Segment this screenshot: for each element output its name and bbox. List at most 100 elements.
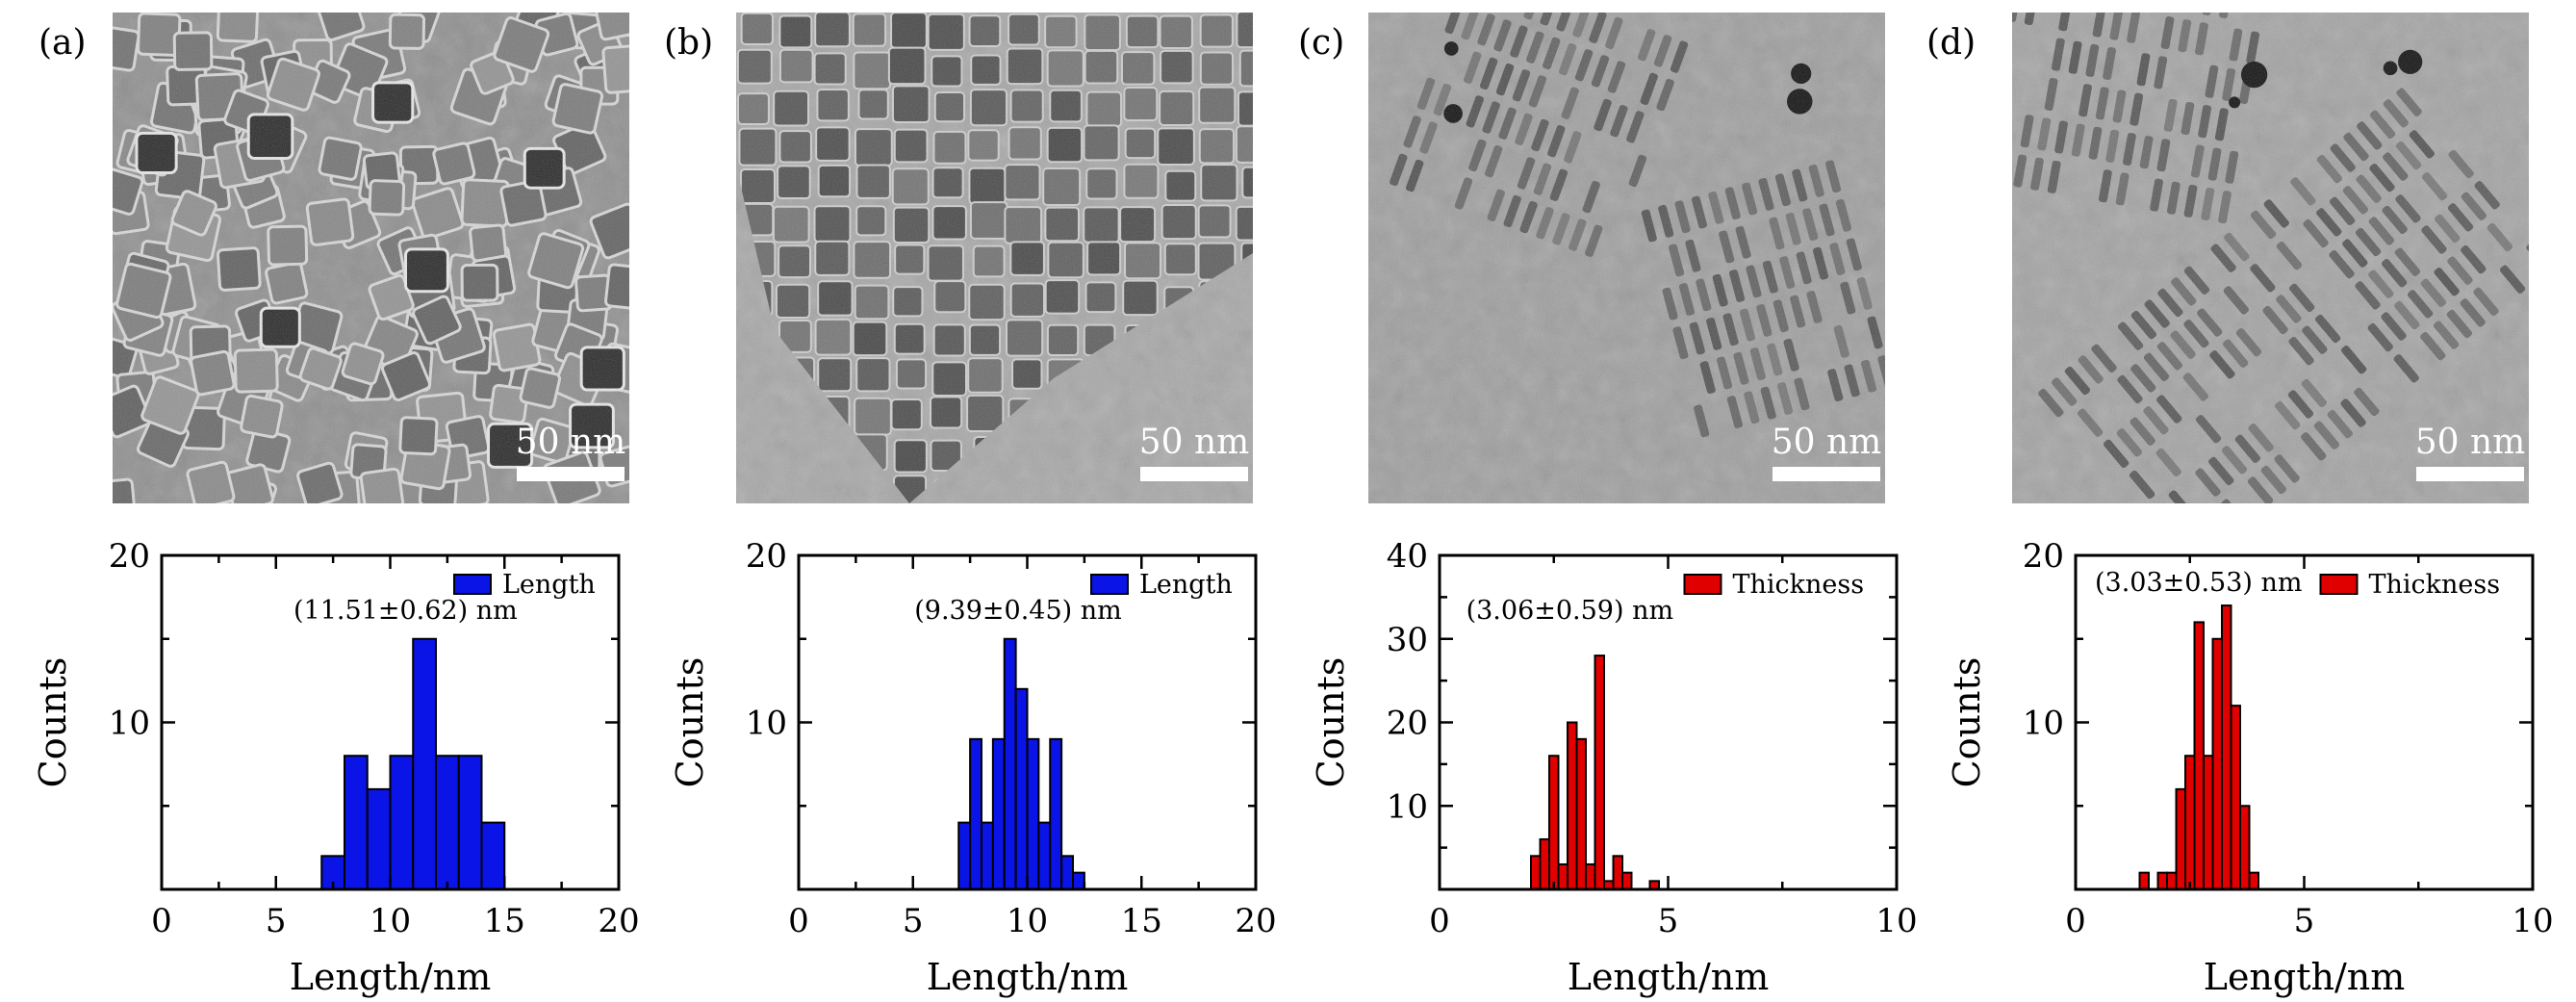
x-tick-label: 20: [598, 902, 639, 940]
histogram-bar: [2138, 871, 2150, 891]
histogram-bar: [2221, 604, 2232, 890]
legend-label: Thickness: [1733, 570, 1865, 600]
y-tick-label: 10: [2023, 705, 2064, 743]
y-tick-label: 10: [746, 705, 787, 743]
legend-swatch: [1090, 574, 1129, 595]
histogram-bar: [2239, 805, 2251, 890]
x-tick-label: 5: [2294, 902, 2315, 940]
y-tick-label: 10: [1387, 787, 1428, 826]
histogram-bar: [1072, 871, 1085, 891]
histogram-bar: [1049, 737, 1063, 890]
panel-label-b: (b): [664, 23, 713, 63]
x-tick-label: 0: [1429, 902, 1450, 940]
histogram-bar: [991, 737, 1006, 890]
y-tick-label: 20: [2023, 537, 2064, 576]
mean-annotation: (9.39±0.45) nm: [914, 596, 1122, 626]
scale-bar: [1773, 467, 1880, 481]
tem-image-a: 50 nm: [113, 13, 629, 503]
y-tick-label: 20: [746, 537, 787, 576]
x-axis-title: Length/nm: [927, 956, 1129, 998]
x-tick-label: 10: [1875, 902, 1917, 940]
panel-label-d: (d): [1926, 23, 1976, 63]
x-tick-label: 0: [2065, 902, 2086, 940]
x-axis-title: Length/nm: [2204, 956, 2406, 998]
x-tick-label: 0: [151, 902, 172, 940]
histogram-bar: [2211, 637, 2223, 890]
histogram-d: 0 5 10 10 20 Length/nm Counts Thickness (3.03±0.…: [1946, 537, 2554, 998]
y-tick-label: 10: [109, 705, 150, 743]
histogram-bar: [412, 637, 437, 890]
histogram-bar: [480, 821, 506, 890]
mean-annotation: (3.03±0.53) nm: [2095, 568, 2303, 598]
x-axis-title: Length/nm: [1568, 956, 1770, 998]
histogram-bar: [2175, 787, 2186, 891]
y-tick-label: 40: [1387, 537, 1428, 576]
legend-label: Length: [1139, 570, 1233, 600]
x-axis-title: Length/nm: [290, 956, 492, 998]
x-tick-label: 5: [1658, 902, 1679, 940]
histogram-bar: [1530, 855, 1542, 890]
panel-label-c: (c): [1298, 23, 1344, 63]
scale-bar-label: 50 nm: [2415, 423, 2526, 462]
y-axis-title: Counts: [669, 657, 711, 788]
histogram-bar: [1003, 637, 1017, 890]
histogram-bar: [457, 755, 483, 891]
histogram-bar: [1060, 855, 1075, 890]
histogram-a: 0 5 10 15 20 10 20 Length/nm Counts Length(11.51±…: [32, 537, 640, 998]
legend-label: Thickness: [2369, 570, 2501, 600]
histogram-bar: [389, 755, 415, 891]
histogram-c: 0 5 10 10 20 30 40 Length/nm Counts Thickness (3.0…: [1310, 537, 1918, 998]
histogram-bar: [1014, 687, 1029, 890]
histogram-bar: [2166, 871, 2178, 891]
histogram-bar: [1037, 821, 1052, 890]
histogram-bar: [366, 787, 392, 891]
legend-swatch: [453, 574, 492, 595]
histogram-bar: [2230, 705, 2241, 891]
x-tick-label: 10: [370, 902, 411, 940]
histogram-bar: [2248, 871, 2259, 891]
mean-annotation: (3.06±0.59) nm: [1467, 596, 1674, 626]
histogram-bar: [2156, 871, 2168, 891]
x-tick-label: 15: [1121, 902, 1162, 940]
x-tick-label: 20: [1235, 902, 1276, 940]
tem-image-c: 50 nm: [1368, 13, 1885, 503]
x-tick-label: 5: [903, 902, 924, 940]
histogram-bar: [2184, 755, 2196, 891]
histogram-bar: [1567, 721, 1578, 890]
scale-bar-label: 50 nm: [1772, 423, 1882, 462]
histogram-bar: [2193, 621, 2205, 891]
y-tick-label: 20: [1387, 705, 1428, 743]
scale-bar: [1140, 467, 1248, 481]
x-tick-label: 10: [1007, 902, 1048, 940]
scale-bar-label: 50 nm: [516, 423, 626, 462]
histogram-bar: [344, 755, 369, 891]
histogram-bar: [435, 755, 460, 891]
x-tick-label: 5: [266, 902, 287, 940]
histogram-bar: [1585, 862, 1596, 890]
tem-image-b: 50 nm: [736, 13, 1253, 503]
histogram-bar: [2203, 755, 2214, 891]
plot-frame: [2074, 553, 2535, 891]
scale-bar-label: 50 nm: [1139, 423, 1250, 462]
scale-bar: [517, 467, 625, 481]
legend-swatch: [2319, 574, 2359, 595]
histogram-b: 0 5 10 15 20 10 20 Length/nm Counts Length (9.39±0…: [669, 537, 1277, 998]
histogram-bar: [981, 821, 994, 890]
x-tick-label: 10: [2512, 902, 2553, 940]
histogram-bar: [969, 737, 983, 890]
x-tick-label: 15: [484, 902, 525, 940]
mean-annotation: (11.51±0.62) nm: [293, 596, 518, 626]
y-axis-title: Counts: [1310, 657, 1352, 788]
histogram-bar: [1612, 855, 1623, 890]
panel-label-a: (a): [38, 23, 87, 63]
legend-swatch: [1683, 574, 1722, 595]
histogram-bar: [1621, 871, 1633, 891]
histogram-bar: [1575, 737, 1587, 890]
histogram-bar: [1026, 737, 1040, 890]
legend-label: Length: [502, 570, 596, 600]
y-axis-title: Counts: [32, 657, 74, 788]
scale-bar: [2416, 467, 2524, 481]
histogram-bar: [1557, 862, 1569, 890]
y-axis-title: Counts: [1946, 657, 1988, 788]
